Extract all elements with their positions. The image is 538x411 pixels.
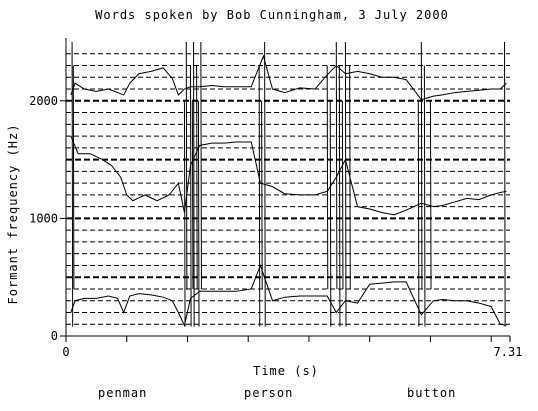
- transient-marker: [504, 41, 506, 327]
- x-axis-label: Time (s): [253, 364, 319, 378]
- transient-marker: [420, 41, 423, 289]
- transient-marker: [338, 65, 341, 327]
- formant-series-2: [70, 135, 507, 216]
- transient-marker: [258, 65, 261, 327]
- transient-marker: [261, 100, 263, 289]
- transient-marker: [417, 100, 420, 327]
- transient-marker: [200, 41, 202, 289]
- formant-series-1: [70, 54, 507, 101]
- transient-marker: [196, 65, 198, 289]
- word-annotation: person: [244, 386, 294, 400]
- transient-marker: [341, 100, 344, 289]
- y-tick-label: 2000: [29, 94, 58, 108]
- transient-marker: [193, 41, 195, 327]
- y-tick-label: 1000: [29, 211, 58, 225]
- transient-marker: [191, 100, 194, 289]
- axes: [60, 38, 511, 342]
- x-tick-label: 7.31: [494, 345, 523, 359]
- formant-series-3: [70, 263, 507, 327]
- transient-marker: [71, 41, 74, 327]
- vertical-markers: [71, 41, 506, 327]
- transient-marker: [326, 65, 329, 289]
- transient-marker: [190, 65, 192, 327]
- y-axis-label: Formant frequency (Hz): [6, 124, 20, 305]
- transient-marker: [185, 41, 188, 289]
- transient-marker: [429, 100, 432, 289]
- word-annotation: penman: [98, 386, 148, 400]
- transient-marker: [423, 65, 426, 327]
- series-lines: [70, 54, 507, 327]
- transient-marker: [197, 100, 200, 327]
- word-annotations: penman person button: [0, 386, 538, 406]
- transient-marker: [72, 65, 75, 289]
- x-tick-label: 0: [62, 345, 69, 359]
- transient-marker: [329, 100, 332, 327]
- transient-marker: [335, 41, 338, 289]
- y-tick-label: 0: [51, 329, 58, 343]
- transient-marker: [344, 41, 347, 327]
- transient-marker: [183, 100, 186, 327]
- word-annotation: button: [407, 386, 457, 400]
- grid-lines: [66, 53, 510, 325]
- chart-title: Words spoken by Bob Cunningham, 3 July 2…: [95, 8, 449, 22]
